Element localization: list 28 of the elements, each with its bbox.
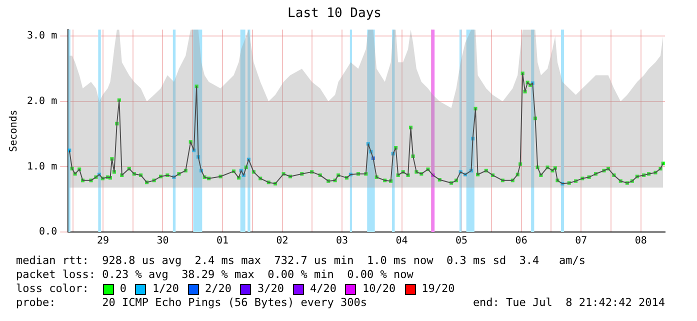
legend-label: 10/20 — [362, 282, 396, 296]
legend-label: 2/20 — [204, 282, 232, 296]
x-tick-label: 08 — [634, 236, 647, 247]
chart-title: Last 10 Days — [288, 6, 382, 22]
x-tick-label: 03 — [336, 236, 348, 247]
legend-label: 0 — [120, 282, 126, 296]
y-tick-label: 2.0 m — [26, 96, 58, 108]
y-tick-label: 3.0 m — [26, 30, 58, 42]
legend-label: 1/20 — [152, 282, 179, 296]
x-tick-label: 04 — [396, 236, 408, 247]
x-tick-label: 02 — [276, 236, 288, 247]
text: median rtt: 928.8 us avg 2.4 ms max 732.7 us min 1.0 ms now 0.3 ms sd 3.4 am/s — [16, 254, 587, 268]
text: probe: 20 ICMP Echo Pings (56 Bytes) every 300s — [16, 296, 367, 309]
legend-title: loss color: — [16, 282, 89, 296]
y-tick-label: 1.0 m — [26, 161, 58, 172]
legend-label: 3/20 — [257, 282, 284, 296]
y-tick-label: 0.0 — [39, 226, 58, 238]
x-tick-label: 29 — [96, 236, 109, 247]
x-tick-label: 30 — [156, 236, 169, 247]
legend-label: 19/20 — [422, 282, 455, 296]
y-axis-title: Seconds — [8, 110, 20, 152]
x-tick-label: 01 — [216, 236, 229, 247]
x-tick-label: 07 — [575, 236, 588, 247]
legend-label: 4/20 — [310, 282, 336, 296]
text: end: Tue Jul 8 21:42:42 2014 — [472, 296, 665, 310]
text: packet loss: 0.23 % avg 38.29 % max 0.00 % min 0.00 % now — [16, 268, 414, 282]
x-tick-label: 05 — [456, 236, 468, 247]
x-tick-label: 06 — [515, 236, 528, 247]
